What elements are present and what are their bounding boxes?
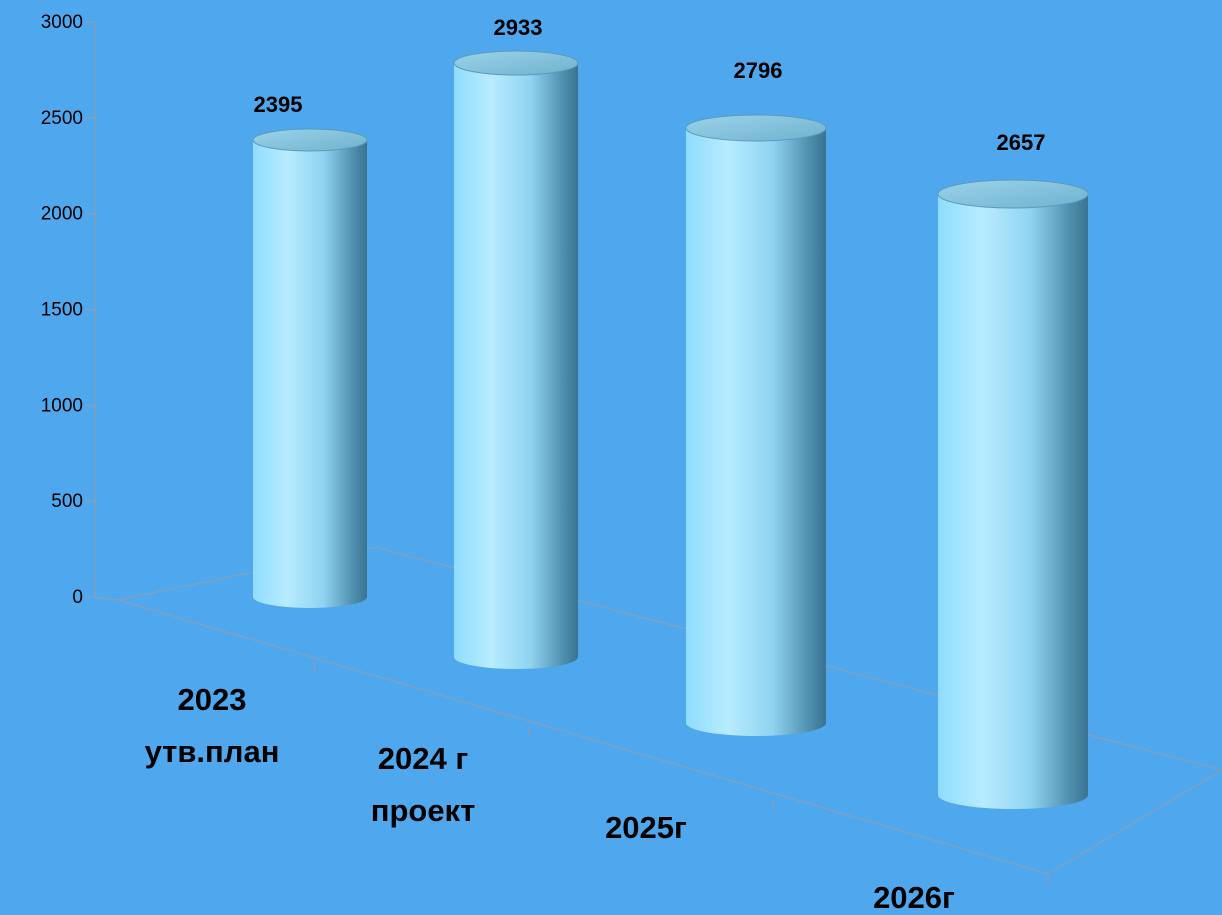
category-labels: 2023 утв.план 2024 г проект 2025г 2026г bbox=[145, 682, 955, 915]
y-tick-label: 500 bbox=[51, 491, 83, 512]
y-tick-label: 1500 bbox=[41, 300, 83, 321]
bar-body bbox=[686, 128, 826, 723]
category-label: утв.план bbox=[145, 734, 280, 769]
bar-cylinder bbox=[937, 179, 1089, 809]
bar-bottom bbox=[454, 645, 578, 669]
y-tick-label: 0 bbox=[72, 587, 83, 608]
data-labels: 2395 2933 2796 2657 bbox=[254, 15, 1046, 155]
category-label: 2026г bbox=[873, 880, 955, 915]
bar-top bbox=[453, 50, 579, 76]
category-label: 2023 bbox=[178, 682, 247, 717]
category-label: 2025г bbox=[605, 810, 687, 845]
y-tick-label: 2500 bbox=[41, 108, 83, 129]
y-tick-label: 3000 bbox=[41, 12, 83, 33]
bar-cylinder bbox=[685, 114, 827, 736]
bar-top bbox=[937, 179, 1089, 209]
y-axis-ticks: 0 500 1000 1500 2000 2500 3000 bbox=[41, 12, 95, 608]
y-tick-label: 2000 bbox=[41, 204, 83, 225]
bar-cylinder bbox=[252, 128, 368, 608]
bar-top bbox=[685, 114, 827, 142]
data-label: 2395 bbox=[254, 92, 303, 117]
bar-body bbox=[454, 63, 578, 657]
bar-body bbox=[938, 194, 1088, 795]
bar-series bbox=[252, 50, 1089, 809]
bar-bottom bbox=[686, 710, 826, 736]
data-label: 2796 bbox=[734, 58, 783, 83]
data-label: 2933 bbox=[494, 15, 543, 40]
bar-bottom bbox=[253, 586, 367, 608]
bar-cylinder bbox=[453, 50, 579, 669]
y-axis-line bbox=[94, 22, 119, 601]
category-label: 2024 г bbox=[378, 741, 469, 776]
bar-top bbox=[252, 128, 368, 152]
bar-body bbox=[253, 140, 367, 597]
bar-bottom bbox=[938, 781, 1088, 809]
category-label: проект bbox=[371, 793, 476, 828]
data-label: 2657 bbox=[997, 130, 1046, 155]
y-tick-label: 1000 bbox=[41, 395, 83, 416]
